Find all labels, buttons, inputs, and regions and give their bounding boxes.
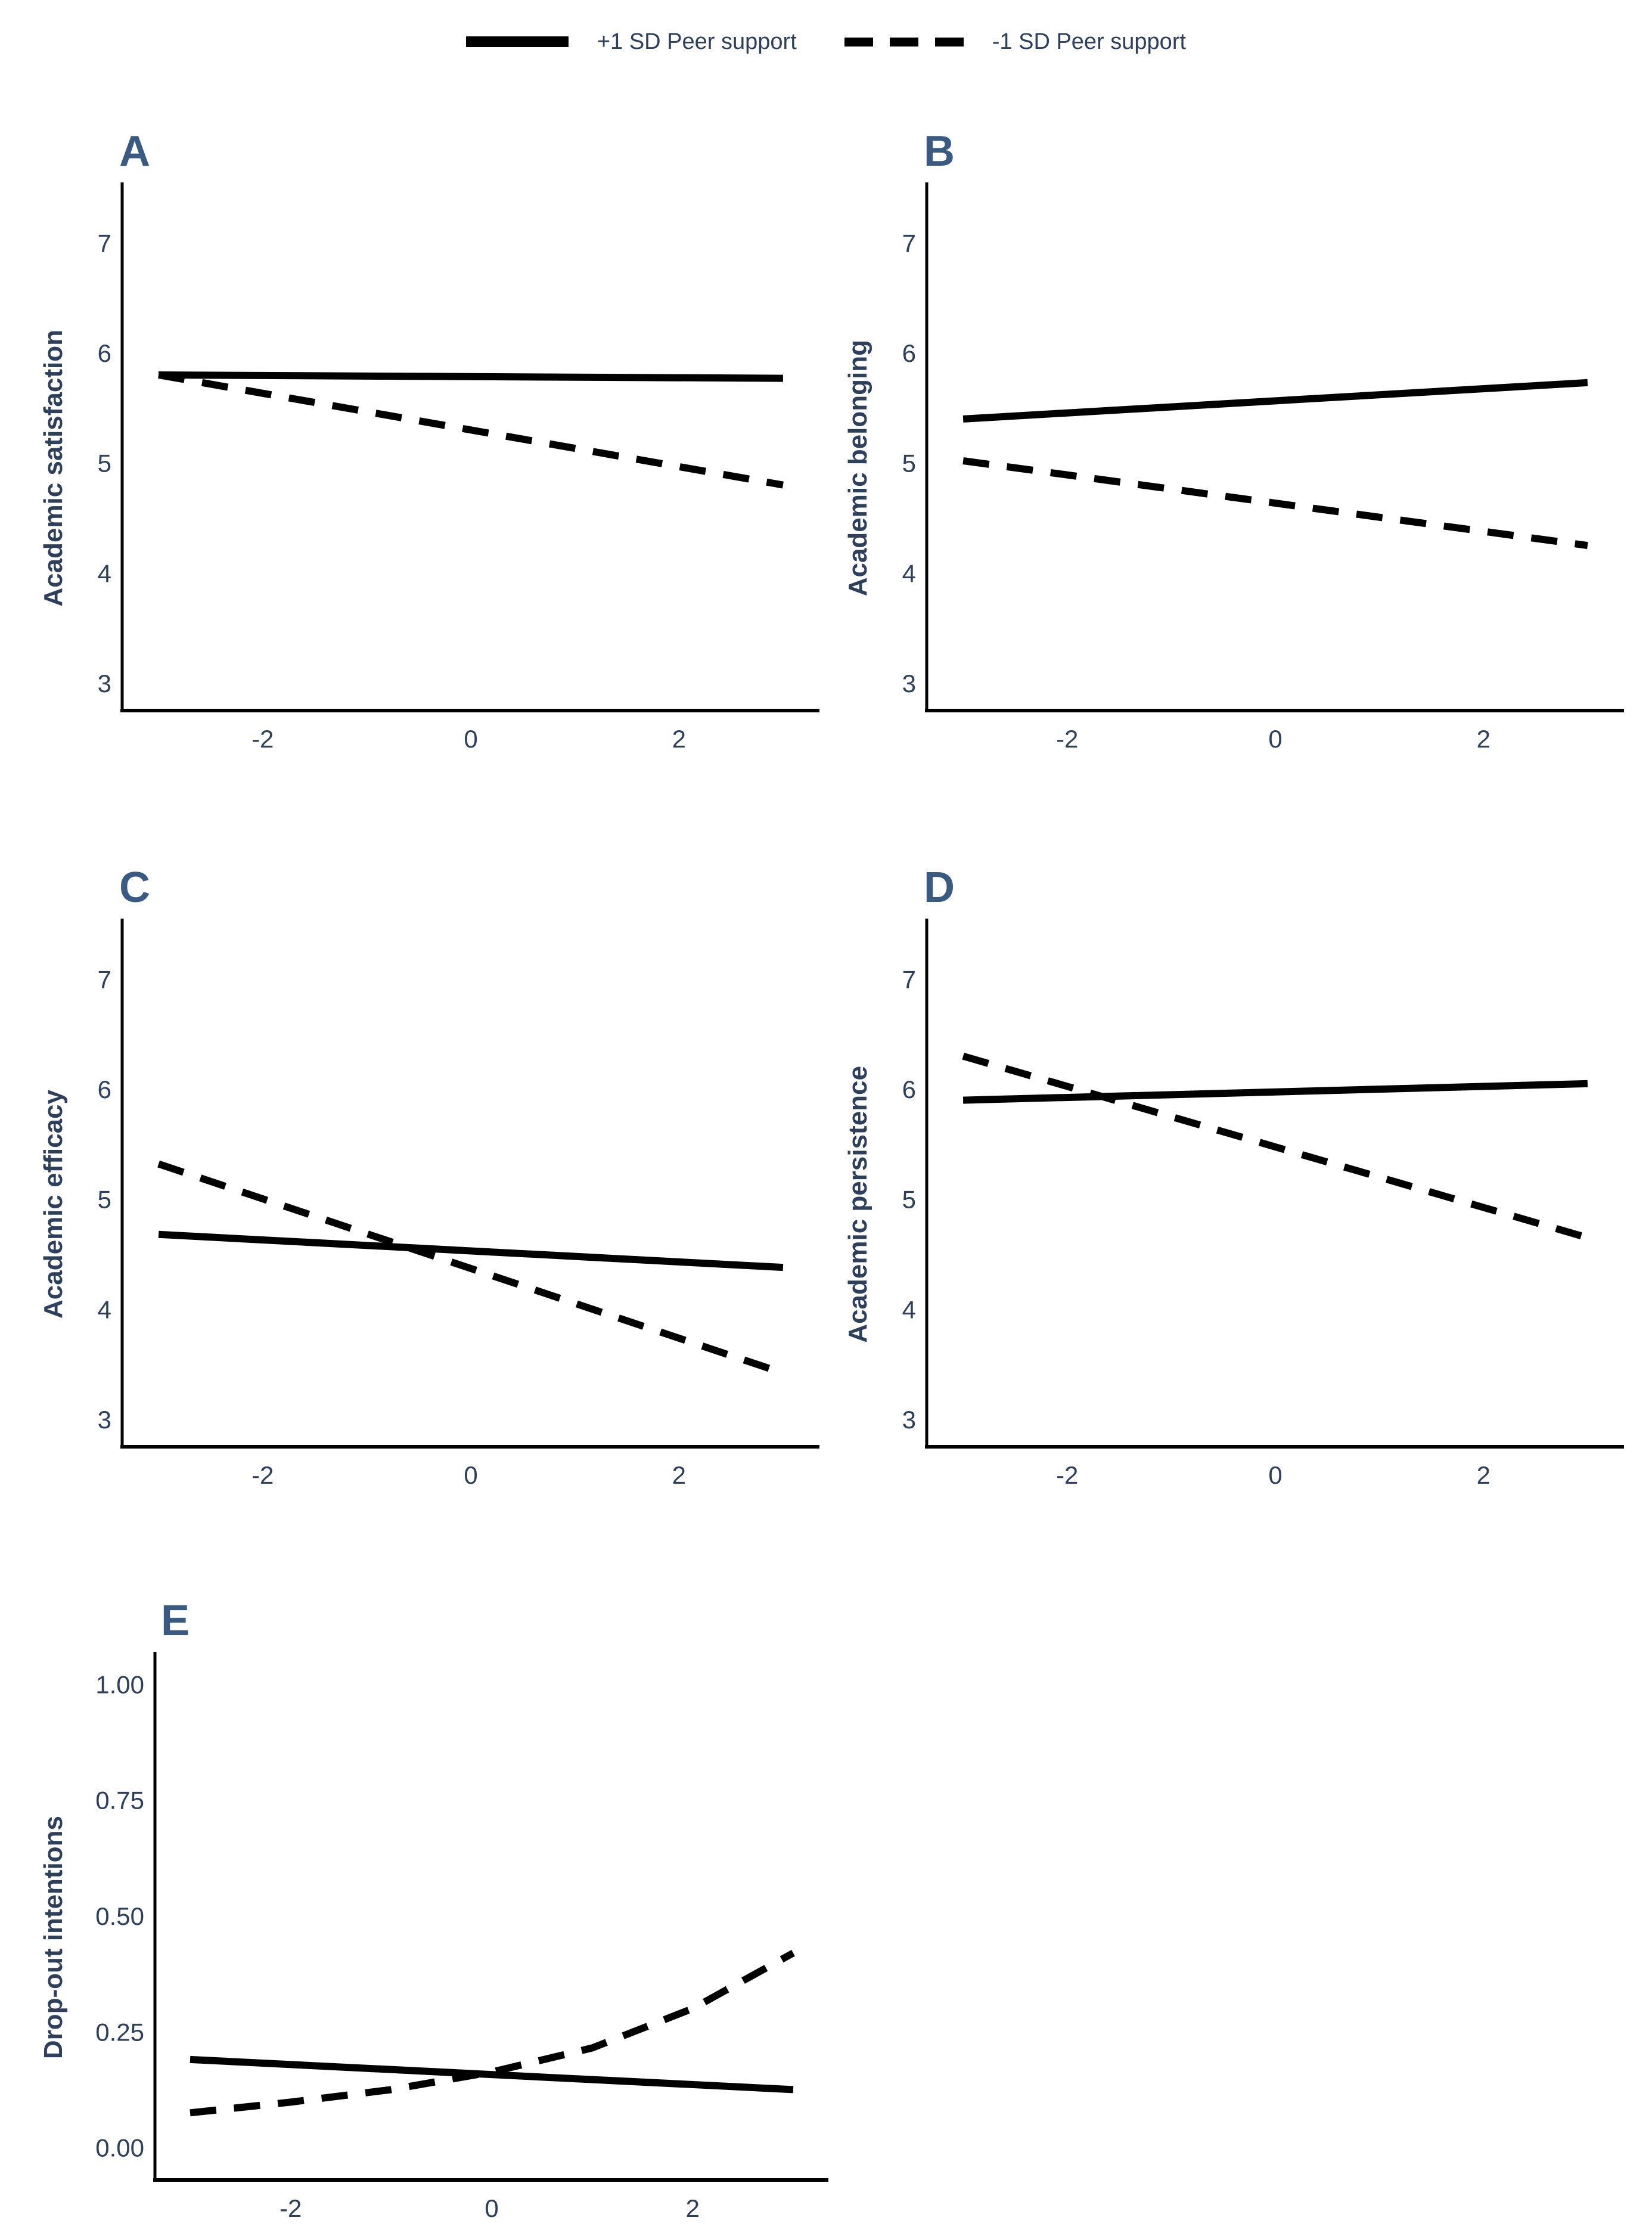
dashed-line-swatch-icon <box>844 37 964 46</box>
series-solid-line <box>962 379 1588 423</box>
panel-b-letter: B <box>924 128 955 175</box>
series-solid-line <box>159 371 783 382</box>
y-tick-label: 6 <box>902 339 916 367</box>
panel-c-body: Academic efficacy 3 4 5 6 7 -2 0 2 <box>33 909 830 1499</box>
series-solid-line <box>962 1080 1588 1104</box>
panel-a: A Academic satisfaction 3 4 5 6 7 -2 0 2 <box>33 110 830 763</box>
legend-item-minus-1sd: -1 SD Peer support <box>844 29 1186 55</box>
y-tick-label: 7 <box>902 966 916 994</box>
series-solid-line <box>190 2055 794 2094</box>
y-tick-label: 7 <box>98 230 111 258</box>
x-tick-label: 2 <box>672 725 686 753</box>
y-tick-label: 4 <box>98 559 111 587</box>
legend-label-minus-1sd: -1 SD Peer support <box>992 29 1187 54</box>
x-tick-label: 2 <box>686 2194 700 2222</box>
panel-d-letter: D <box>924 864 955 911</box>
panel-b-body: Academic belonging 3 4 5 6 7 -2 0 2 <box>837 173 1635 763</box>
series-dashed-line <box>190 1949 795 2117</box>
panel-c-ylabel-col: Academic efficacy <box>33 909 74 1499</box>
y-tick-label: 4 <box>902 1295 916 1323</box>
panel-c-letter: C <box>119 864 150 911</box>
panel-a-letter: A <box>119 128 150 175</box>
y-tick-label: 1.00 <box>95 1670 144 1698</box>
y-tick-label: 6 <box>98 1075 111 1103</box>
y-tick-label: 0.50 <box>95 1902 144 1930</box>
legend-item-plus-1sd: +1 SD Peer support <box>465 29 797 55</box>
panel-d-ylabel-col: Academic persistence <box>837 909 879 1499</box>
x-tick-label: 0 <box>464 725 477 753</box>
x-tick-label: 0 <box>1268 1461 1282 1489</box>
panel-d-body: Academic persistence 3 4 5 6 7 -2 0 2 <box>837 909 1635 1499</box>
y-tick-label: 5 <box>902 1186 916 1214</box>
y-tick-label: 7 <box>98 966 111 994</box>
y-tick-label: 0.00 <box>95 2134 144 2162</box>
panel-e-letter: E <box>161 1597 190 1645</box>
y-tick-label: 5 <box>902 449 916 477</box>
y-tick-label: 7 <box>902 230 916 258</box>
x-tick-label: 0 <box>485 2194 498 2222</box>
x-tick-label: 2 <box>1477 1461 1490 1489</box>
y-tick-label: 4 <box>902 559 916 587</box>
y-tick-label: 0.25 <box>95 2018 144 2046</box>
x-tick-label: 0 <box>1268 725 1282 753</box>
series-dashed-line <box>962 1052 1589 1242</box>
panel-a-plot: 3 4 5 6 7 -2 0 2 <box>98 182 819 753</box>
x-tick-label: -2 <box>251 1461 274 1489</box>
panel-e-ylabel: Drop-out intentions <box>39 1815 68 2060</box>
panel-a-ylabel: Academic satisfaction <box>39 329 68 607</box>
y-tick-label: 3 <box>98 669 111 697</box>
y-tick-label: 4 <box>98 1295 111 1323</box>
panel-b: B Academic belonging 3 4 5 6 7 -2 0 2 <box>837 110 1635 763</box>
x-tick-label: -2 <box>1056 725 1078 753</box>
panel-e-ylabel-col: Drop-out intentions <box>33 1642 74 2232</box>
y-tick-label: 3 <box>98 1406 111 1434</box>
panel-a-body: Academic satisfaction 3 4 5 6 7 -2 0 2 <box>33 173 830 763</box>
y-tick-label: 5 <box>98 449 111 477</box>
y-tick-label: 3 <box>902 669 916 697</box>
series-solid-line <box>158 1230 784 1272</box>
panel-b-ylabel-col: Academic belonging <box>837 173 879 763</box>
figure-legend: +1 SD Peer support -1 SD Peer support <box>0 18 1652 66</box>
panel-e-plot: 0.00 0.25 0.50 0.75 1.00 -2 0 2 <box>95 1652 828 2222</box>
x-tick-label: 2 <box>1477 725 1490 753</box>
legend-label-plus-1sd: +1 SD Peer support <box>597 29 797 54</box>
series-dashed-line <box>157 1160 784 1376</box>
panel-c-plot: 3 4 5 6 7 -2 0 2 <box>98 919 819 1489</box>
panel-d: D Academic persistence 3 4 5 6 7 -2 0 2 <box>837 846 1635 1499</box>
panel-d-plot: 3 4 5 6 7 -2 0 2 <box>902 919 1624 1489</box>
x-tick-label: -2 <box>251 725 274 753</box>
panel-e: E Drop-out intentions 0.00 0.25 0.50 0.75 1.… <box>33 1580 839 2232</box>
series-dashed-line <box>158 371 784 489</box>
panel-c-ylabel: Academic efficacy <box>39 1090 68 1319</box>
x-tick-label: -2 <box>1056 1461 1078 1489</box>
y-tick-label: 0.75 <box>95 1787 144 1815</box>
x-tick-label: 0 <box>464 1461 477 1489</box>
panel-b-ylabel: Academic belonging <box>843 339 872 597</box>
panel-d-ylabel: Academic persistence <box>843 1065 872 1343</box>
x-tick-label: 2 <box>672 1461 686 1489</box>
panel-b-plot: 3 4 5 6 7 -2 0 2 <box>902 182 1624 753</box>
y-tick-label: 6 <box>902 1075 916 1103</box>
series-dashed-line <box>962 457 1588 550</box>
x-tick-label: -2 <box>280 2194 302 2222</box>
y-tick-label: 3 <box>902 1406 916 1434</box>
panel-a-ylabel-col: Academic satisfaction <box>33 173 74 763</box>
panel-e-body: Drop-out intentions 0.00 0.25 0.50 0.75 1.00… <box>33 1642 839 2232</box>
y-tick-label: 5 <box>98 1186 111 1214</box>
panel-c: C Academic efficacy 3 4 5 6 7 -2 0 2 <box>33 846 830 1499</box>
y-tick-label: 6 <box>98 339 111 367</box>
solid-line-swatch-icon <box>465 36 569 47</box>
